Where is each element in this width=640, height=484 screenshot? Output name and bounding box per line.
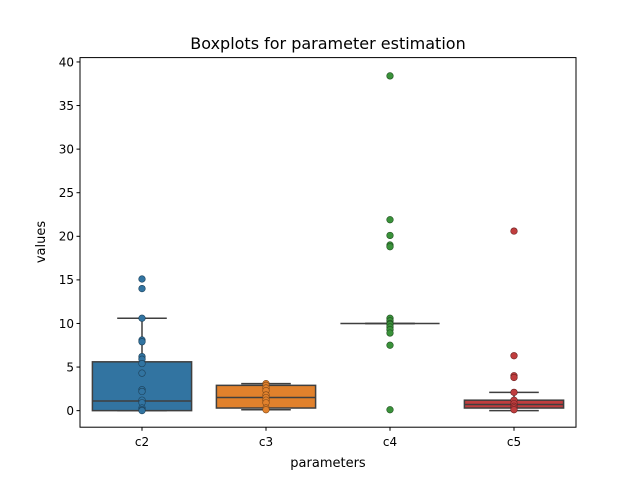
data-point — [138, 285, 146, 293]
y-tick-label: 10 — [59, 317, 74, 331]
y-tick-label: 25 — [59, 186, 74, 200]
data-point — [510, 227, 518, 235]
x-axis-ticks: c2 c3 c4 c5 — [135, 427, 521, 449]
y-tick-label: 30 — [59, 142, 74, 156]
data-point — [386, 216, 394, 224]
data-point — [138, 338, 146, 346]
y-axis-ticks: 0 5 10 15 20 25 30 35 40 — [59, 55, 80, 418]
y-tick-label: 20 — [59, 230, 74, 244]
plot-frame — [79, 57, 577, 428]
data-point — [138, 407, 146, 415]
y-axis-label: values — [34, 221, 49, 264]
data-point — [138, 275, 146, 283]
box-group-c3 — [215, 380, 317, 414]
data-point — [138, 387, 146, 396]
chart-marks — [91, 72, 565, 415]
data-point — [138, 369, 146, 377]
data-point — [510, 373, 518, 382]
data-point — [386, 406, 394, 414]
data-point — [262, 406, 270, 414]
data-point — [386, 243, 394, 251]
x-tick-label: c2 — [135, 435, 149, 449]
data-point — [386, 329, 394, 337]
x-tick-label: c3 — [259, 435, 273, 449]
data-point — [138, 359, 146, 368]
data-point — [510, 352, 518, 360]
data-point — [386, 231, 394, 240]
chart-title: Boxplots for parameter estimation — [190, 34, 465, 53]
data-point — [386, 72, 394, 80]
y-tick-label: 40 — [59, 55, 74, 69]
x-tick-label: c5 — [507, 435, 521, 449]
box-group-c4 — [340, 72, 440, 414]
y-tick-label: 15 — [59, 273, 74, 287]
y-tick-label: 0 — [66, 404, 74, 418]
data-point — [386, 341, 394, 349]
box-group-c5 — [463, 227, 565, 414]
x-axis-label: parameters — [290, 456, 366, 471]
data-point — [138, 314, 146, 322]
data-point — [510, 388, 518, 396]
y-tick-label: 35 — [59, 99, 74, 113]
box-group-c2 — [91, 275, 193, 415]
y-tick-label: 5 — [66, 360, 74, 374]
x-tick-label: c4 — [383, 435, 397, 449]
data-point — [510, 406, 518, 414]
